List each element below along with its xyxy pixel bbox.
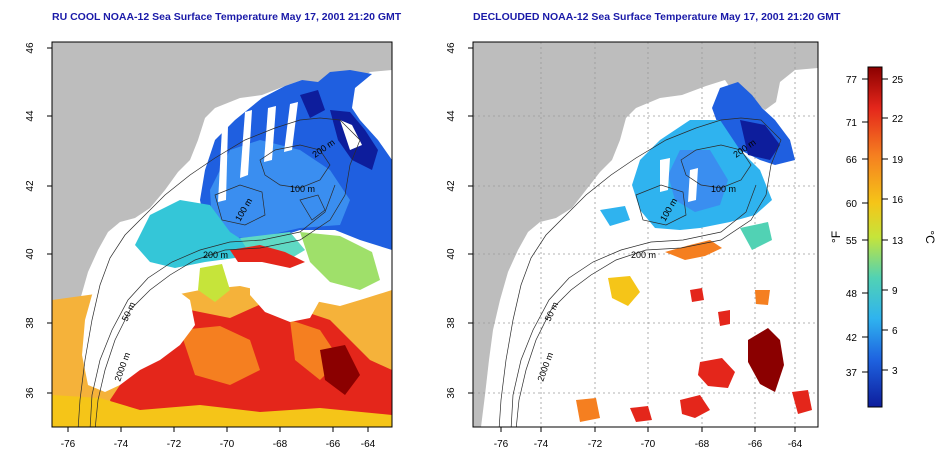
colorbar-c-label: 19	[892, 155, 904, 166]
x-tick-label: -70	[641, 439, 656, 450]
celsius-scale: 25 22 19 16 13 9 6 3 °C	[892, 75, 937, 377]
right-x-axis: -76 -74 -72 -70 -68 -66 -64	[494, 439, 803, 450]
colorbar-f-label: 48	[846, 289, 858, 300]
x-tick-label: -72	[588, 439, 603, 450]
left-map: 200 m 50 m 2000 m 100 m 100 m 200 m 46 4…	[25, 41, 393, 450]
colorbar-c-label: 16	[892, 195, 904, 206]
x-tick-label: -74	[114, 439, 129, 450]
colorbar-c-label: 22	[892, 114, 904, 125]
x-tick-label: -76	[494, 439, 509, 450]
colorbar-f-label: 71	[846, 118, 858, 129]
x-tick-label: -74	[534, 439, 549, 450]
x-tick-label: -64	[788, 439, 803, 450]
land-mass	[473, 42, 818, 427]
y-tick-label: 44	[25, 110, 36, 122]
colorbar-gradient	[867, 66, 883, 408]
contour-label: 200 m	[203, 250, 228, 260]
colorbar-f-label: 60	[846, 199, 858, 210]
left-x-axis: -76 -74 -72 -70 -68 -66 -64	[61, 439, 376, 450]
y-tick-label: 46	[446, 42, 457, 54]
x-tick-label: -66	[326, 439, 341, 450]
contour-label: 100 m	[711, 184, 736, 194]
colorbar-f-label: 77	[846, 75, 858, 86]
colorbar: 77 71 66 60 55 48 42 37 °F 25 22 19 16 1…	[829, 66, 937, 408]
right-map-frame	[472, 41, 819, 428]
fahrenheit-scale: 77 71 66 60 55 48 42 37 °F	[829, 75, 857, 379]
y-tick-label: 46	[25, 42, 36, 54]
y-tick-label: 40	[25, 248, 36, 260]
contour-label: 200 m	[631, 250, 656, 260]
right-map: 200 m 50 m 2000 m 100 m 100 m 200 m 46 4…	[446, 41, 819, 450]
y-tick-label: 42	[25, 180, 36, 192]
colorbar-c-label: 9	[892, 286, 898, 297]
right-y-axis: 46 44 42 40 38 36	[446, 42, 457, 399]
y-tick-label: 36	[446, 387, 457, 399]
x-tick-label: -66	[748, 439, 763, 450]
colorbar-c-label: 25	[892, 75, 904, 86]
y-tick-label: 42	[446, 180, 457, 192]
x-tick-label: -68	[695, 439, 710, 450]
colorbar-c-label: 3	[892, 366, 898, 377]
y-tick-label: 40	[446, 248, 457, 260]
y-tick-label: 44	[446, 110, 457, 122]
y-tick-label: 38	[25, 317, 36, 329]
colorbar-f-label: 37	[846, 368, 858, 379]
x-tick-label: -70	[220, 439, 235, 450]
land-mass	[52, 42, 392, 427]
left-map-title: RU COOL NOAA-12 Sea Surface Temperature …	[52, 11, 402, 23]
left-map-frame	[51, 41, 393, 428]
colorbar-f-label: 66	[846, 155, 858, 166]
y-tick-label: 38	[446, 317, 457, 329]
colorbar-c-label: 6	[892, 326, 898, 337]
colorbar-c-label: 13	[892, 236, 904, 247]
x-tick-label: -68	[273, 439, 288, 450]
celsius-unit-label: °C	[923, 230, 937, 244]
contour-label: 100 m	[290, 184, 315, 194]
right-map-title: DECLOUDED NOAA-12 Sea Surface Temperatur…	[473, 11, 841, 23]
left-y-axis: 46 44 42 40 38 36	[25, 42, 36, 399]
x-tick-label: -76	[61, 439, 76, 450]
x-tick-label: -72	[167, 439, 182, 450]
x-tick-label: -64	[361, 439, 376, 450]
colorbar-f-label: 55	[846, 236, 858, 247]
fahrenheit-unit-label: °F	[829, 231, 843, 243]
y-tick-label: 36	[25, 387, 36, 399]
colorbar-f-label: 42	[846, 333, 858, 344]
